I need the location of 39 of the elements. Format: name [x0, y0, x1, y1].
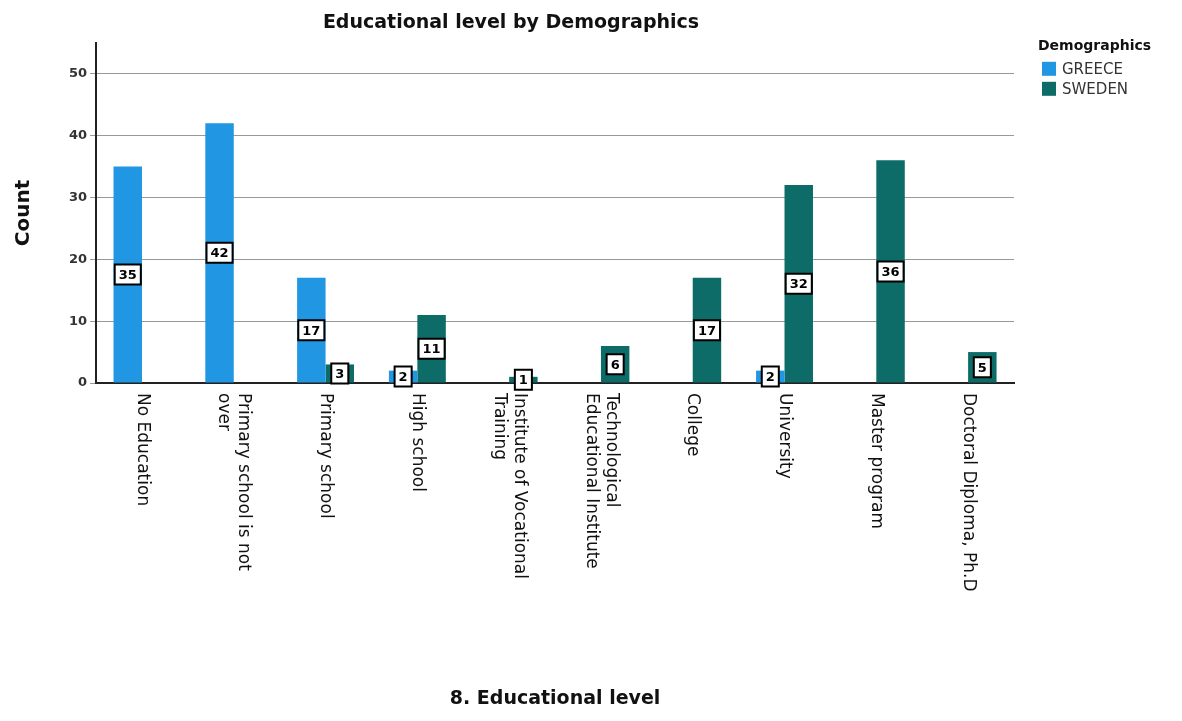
x-tick-label: High school: [408, 393, 429, 492]
data-label: 5: [977, 359, 987, 375]
data-label: 1: [518, 372, 528, 388]
data-label: 2: [765, 368, 775, 384]
y-tick-label: 20: [69, 250, 88, 266]
x-tick-label: Doctoral Diploma, Ph.D: [959, 393, 980, 592]
bar: [876, 160, 905, 383]
legend-label: SWEDEN: [1062, 79, 1129, 98]
y-axis-title: Count: [10, 179, 35, 247]
legend-label: GREECE: [1062, 59, 1123, 78]
y-tick-label: 0: [78, 374, 88, 390]
bar: [113, 166, 142, 383]
x-tick-label: College: [684, 393, 705, 457]
x-tick-label: Primary school is not over: [215, 393, 256, 572]
x-tick-label: Technological Educational Institute: [582, 392, 623, 569]
x-tick-label: Master program: [867, 393, 888, 530]
bar: [784, 185, 813, 383]
data-label: 32: [789, 276, 808, 292]
x-tick-label: No Education: [133, 393, 154, 507]
data-label: 3: [335, 365, 345, 381]
x-axis-title: 8. Educational level: [449, 686, 661, 709]
data-label: 17: [697, 322, 717, 338]
data-label: 17: [302, 322, 321, 338]
data-label: 11: [422, 341, 441, 357]
y-tick-label: 40: [69, 126, 88, 142]
data-label: 6: [610, 356, 620, 372]
x-tick-label: Primary school: [317, 393, 338, 519]
legend-title: Demographics: [1038, 37, 1152, 54]
y-tick-label: 30: [69, 188, 88, 204]
x-tick-label: University: [776, 393, 797, 479]
bar: [205, 123, 234, 383]
data-label: 42: [210, 245, 229, 261]
data-label: 2: [398, 368, 408, 384]
data-label: 35: [118, 266, 137, 282]
chart-title: Educational level by Demographics: [322, 10, 700, 33]
y-tick-label: 10: [69, 312, 88, 328]
x-tick-label: Institute of Vocational Training: [490, 392, 531, 579]
y-tick-label: 50: [69, 65, 88, 81]
data-label: 36: [881, 263, 900, 279]
